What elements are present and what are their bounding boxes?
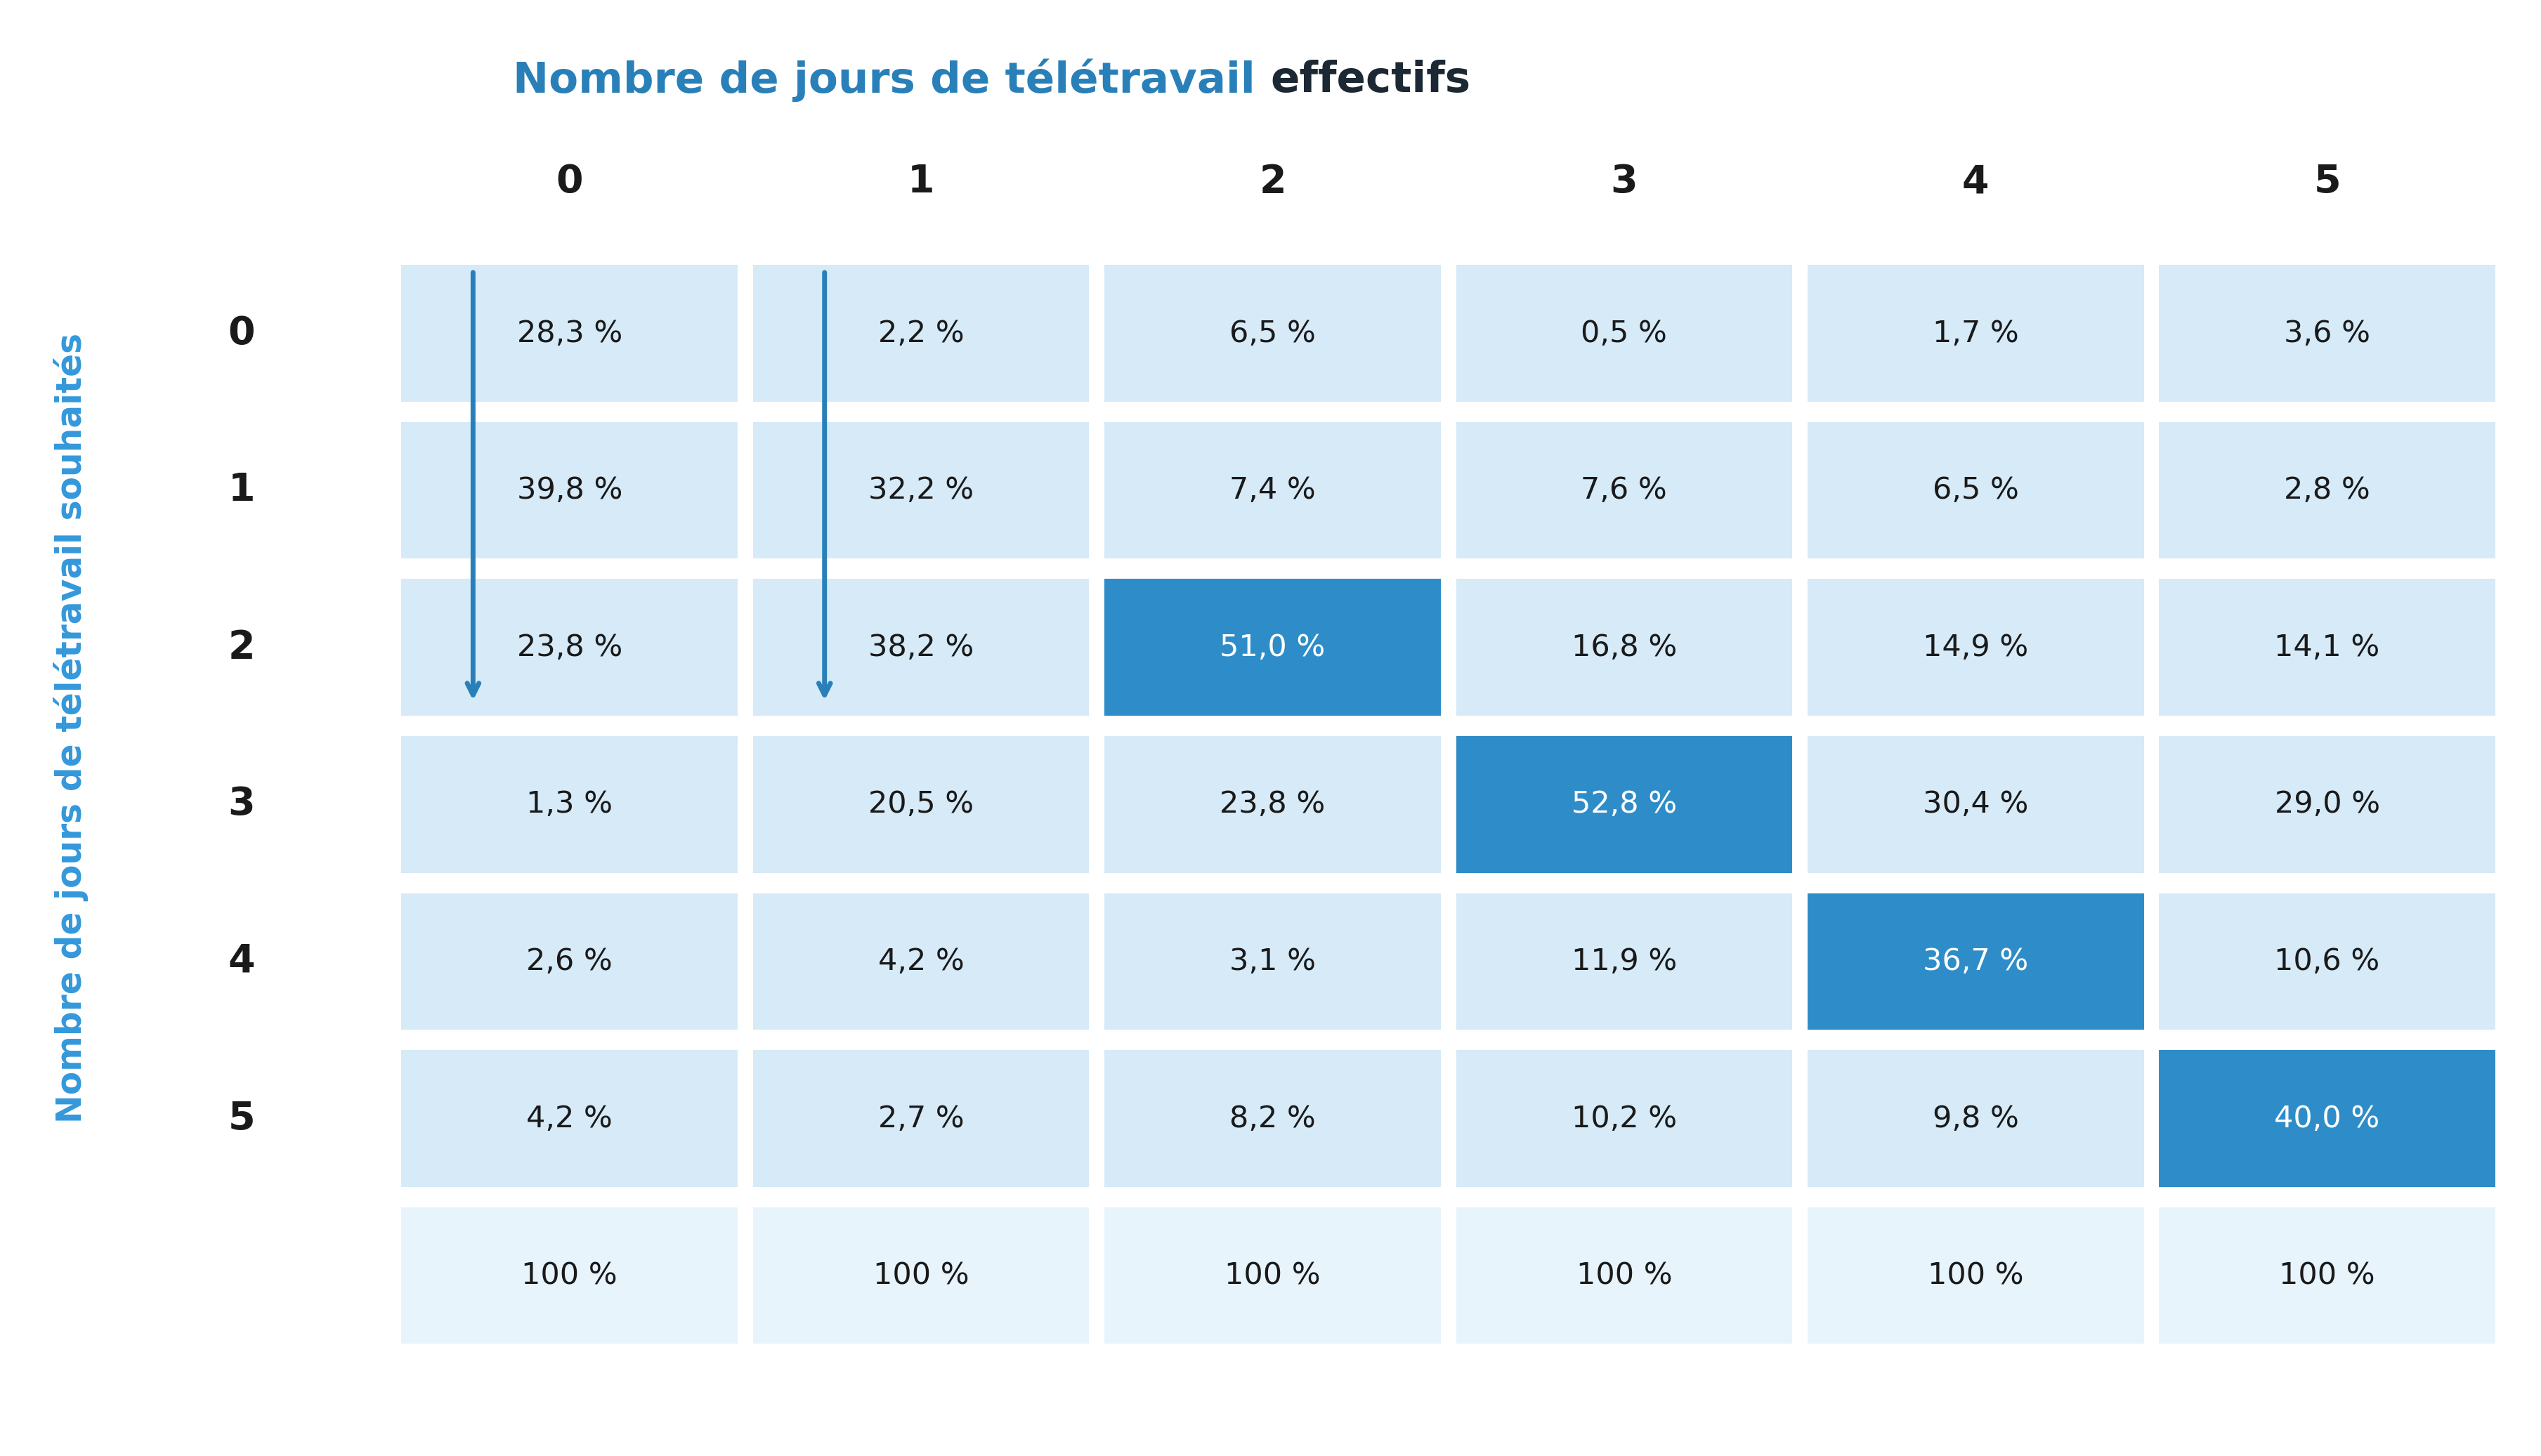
FancyBboxPatch shape [1105, 1207, 1441, 1344]
Text: 6,5 %: 6,5 % [1934, 476, 2018, 505]
Text: 51,0 %: 51,0 % [1220, 633, 1326, 662]
FancyBboxPatch shape [1105, 1050, 1441, 1187]
Text: 23,8 %: 23,8 % [516, 633, 623, 662]
Text: 39,8 %: 39,8 % [516, 476, 623, 505]
FancyBboxPatch shape [401, 893, 737, 1029]
Text: 32,2 %: 32,2 % [869, 476, 973, 505]
FancyBboxPatch shape [752, 422, 1090, 559]
FancyBboxPatch shape [752, 737, 1090, 872]
FancyBboxPatch shape [1807, 737, 2145, 872]
FancyBboxPatch shape [1807, 893, 2145, 1029]
FancyBboxPatch shape [1105, 893, 1441, 1029]
Text: 100 %: 100 % [874, 1261, 968, 1290]
Text: 23,8 %: 23,8 % [1220, 789, 1326, 820]
Text: 3: 3 [229, 785, 254, 824]
FancyBboxPatch shape [2160, 737, 2495, 872]
FancyBboxPatch shape [401, 1207, 737, 1344]
Text: 100 %: 100 % [2279, 1261, 2376, 1290]
FancyBboxPatch shape [752, 1050, 1090, 1187]
Text: Nombre de jours de télétravail: Nombre de jours de télétravail [513, 58, 1270, 102]
FancyBboxPatch shape [401, 579, 737, 716]
Text: 36,7 %: 36,7 % [1924, 946, 2028, 976]
Text: 3,1 %: 3,1 % [1230, 946, 1316, 976]
Text: 2,7 %: 2,7 % [879, 1104, 963, 1133]
Text: 14,9 %: 14,9 % [1924, 633, 2028, 662]
FancyBboxPatch shape [1456, 265, 1791, 402]
FancyBboxPatch shape [752, 1207, 1090, 1344]
Text: 2,6 %: 2,6 % [526, 946, 612, 976]
Text: 5: 5 [2312, 163, 2340, 201]
FancyBboxPatch shape [2160, 893, 2495, 1029]
FancyBboxPatch shape [1807, 579, 2145, 716]
Text: 1,3 %: 1,3 % [526, 789, 612, 820]
FancyBboxPatch shape [401, 265, 737, 402]
FancyBboxPatch shape [1456, 737, 1791, 872]
FancyBboxPatch shape [2160, 579, 2495, 716]
Text: 52,8 %: 52,8 % [1570, 789, 1677, 820]
FancyBboxPatch shape [1807, 1207, 2145, 1344]
Text: 4,2 %: 4,2 % [526, 1104, 612, 1133]
Text: 14,1 %: 14,1 % [2274, 633, 2381, 662]
Text: 2: 2 [229, 629, 254, 667]
Text: 7,6 %: 7,6 % [1581, 476, 1667, 505]
Text: effectifs: effectifs [1270, 60, 1471, 100]
Text: 5: 5 [229, 1099, 254, 1137]
Text: 30,4 %: 30,4 % [1924, 789, 2028, 820]
FancyBboxPatch shape [401, 737, 737, 872]
Text: 3: 3 [1611, 163, 1639, 201]
FancyBboxPatch shape [401, 1050, 737, 1187]
Text: 40,0 %: 40,0 % [2274, 1104, 2381, 1133]
Text: 2: 2 [1258, 163, 1286, 201]
FancyBboxPatch shape [1105, 422, 1441, 559]
FancyBboxPatch shape [2160, 1050, 2495, 1187]
Text: 100 %: 100 % [521, 1261, 617, 1290]
Text: 7,4 %: 7,4 % [1230, 476, 1316, 505]
FancyBboxPatch shape [1807, 265, 2145, 402]
Text: 1: 1 [907, 163, 935, 201]
Text: 10,6 %: 10,6 % [2274, 946, 2381, 976]
FancyBboxPatch shape [1807, 1050, 2145, 1187]
FancyBboxPatch shape [1105, 737, 1441, 872]
FancyBboxPatch shape [1105, 579, 1441, 716]
FancyBboxPatch shape [1456, 1050, 1791, 1187]
FancyBboxPatch shape [1807, 422, 2145, 559]
Text: 11,9 %: 11,9 % [1570, 946, 1677, 976]
FancyBboxPatch shape [1456, 893, 1791, 1029]
Text: 100 %: 100 % [1575, 1261, 1672, 1290]
Text: 8,2 %: 8,2 % [1230, 1104, 1316, 1133]
FancyBboxPatch shape [752, 893, 1090, 1029]
Text: 28,3 %: 28,3 % [516, 319, 623, 348]
Text: 2,8 %: 2,8 % [2284, 476, 2371, 505]
Text: 38,2 %: 38,2 % [869, 633, 973, 662]
Text: 100 %: 100 % [1225, 1261, 1321, 1290]
Text: 4: 4 [1962, 163, 1990, 201]
FancyBboxPatch shape [752, 579, 1090, 716]
Text: 0: 0 [229, 314, 254, 352]
Text: 9,8 %: 9,8 % [1934, 1104, 2018, 1133]
Text: 10,2 %: 10,2 % [1570, 1104, 1677, 1133]
FancyBboxPatch shape [2160, 1207, 2495, 1344]
Text: 0: 0 [556, 163, 582, 201]
Text: 0,5 %: 0,5 % [1581, 319, 1667, 348]
FancyBboxPatch shape [401, 422, 737, 559]
Text: 3,6 %: 3,6 % [2284, 319, 2371, 348]
Text: 16,8 %: 16,8 % [1570, 633, 1677, 662]
Text: 6,5 %: 6,5 % [1230, 319, 1316, 348]
FancyBboxPatch shape [1456, 422, 1791, 559]
FancyBboxPatch shape [2160, 422, 2495, 559]
FancyBboxPatch shape [1456, 579, 1791, 716]
FancyBboxPatch shape [1456, 1207, 1791, 1344]
FancyBboxPatch shape [752, 265, 1090, 402]
Text: 29,0 %: 29,0 % [2274, 789, 2381, 820]
FancyBboxPatch shape [1105, 265, 1441, 402]
Text: 20,5 %: 20,5 % [869, 789, 973, 820]
Text: 4: 4 [229, 942, 254, 980]
FancyBboxPatch shape [2160, 265, 2495, 402]
Text: Nombre de jours de télétravail souhaités: Nombre de jours de télétravail souhaités [53, 333, 89, 1123]
Text: 4,2 %: 4,2 % [879, 946, 963, 976]
Text: 1,7 %: 1,7 % [1934, 319, 2018, 348]
Text: 2,2 %: 2,2 % [879, 319, 963, 348]
Text: 100 %: 100 % [1929, 1261, 2023, 1290]
Text: 1: 1 [229, 472, 254, 510]
